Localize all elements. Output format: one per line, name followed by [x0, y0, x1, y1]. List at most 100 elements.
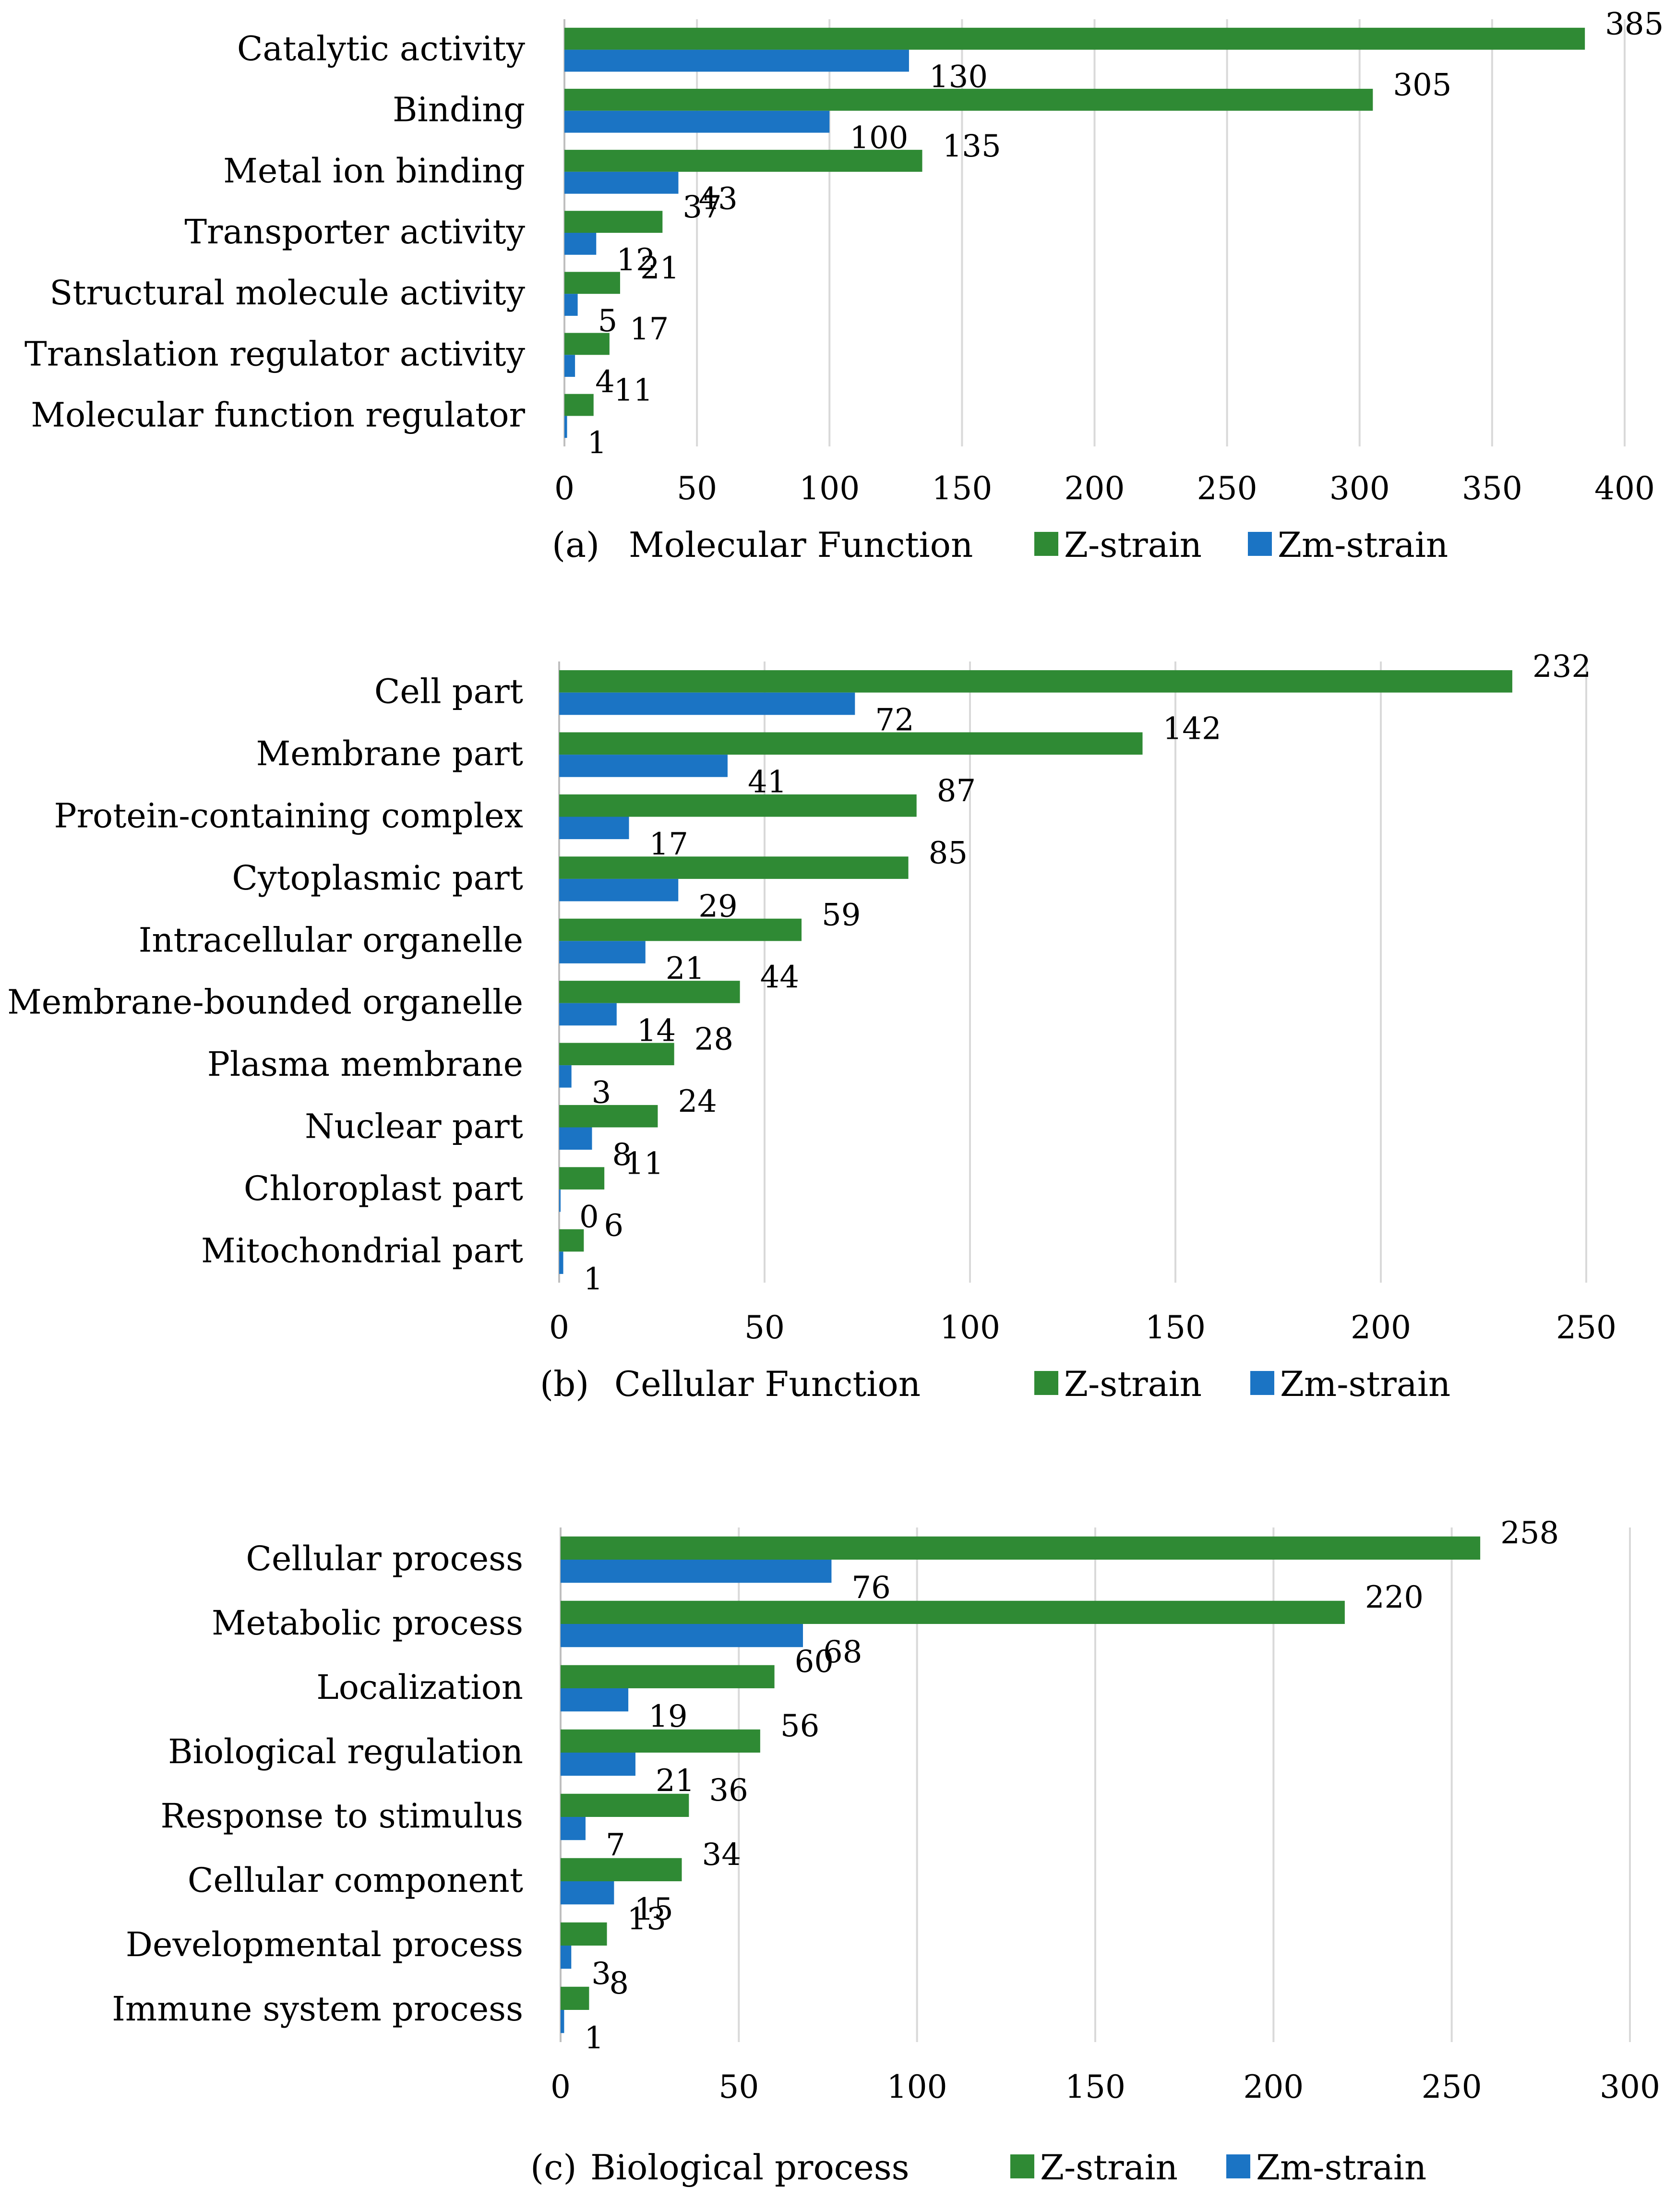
data-label-zm-strain-membrane-bounded-organelle: 14 — [637, 1013, 676, 1048]
data-label-zm-strain-translation-regulator-activity: 4 — [595, 364, 615, 400]
bar-zm-strain-catalytic-activity — [564, 49, 909, 72]
x-tick-label: 0 — [549, 1309, 569, 1346]
bar-zm-strain-chloroplast-part — [559, 1189, 561, 1212]
bar-zm-strain-developmental-process — [561, 1946, 572, 1969]
bar-zm-strain-translation-regulator-activity — [564, 355, 575, 377]
data-label-z-strain-developmental-process: 13 — [627, 1901, 666, 1937]
legend-swatch-z-strain — [1034, 532, 1058, 556]
data-label-z-strain-cell-part: 232 — [1532, 649, 1591, 685]
data-label-zm-strain-protein-containing-complex: 17 — [649, 827, 688, 862]
data-label-zm-strain-biological-regulation: 21 — [656, 1763, 694, 1799]
category-label-cellular-process: Cellular process — [246, 1539, 523, 1578]
bar-zm-strain-molecular-function-regulator — [564, 416, 567, 438]
category-label-cytoplasmic-part: Cytoplasmic part — [232, 858, 523, 898]
x-tick-label: 150 — [932, 470, 992, 507]
data-label-zm-strain-mitochondrial-part: 1 — [584, 1262, 603, 1297]
x-tick-label: 0 — [554, 470, 575, 507]
bar-zm-strain-binding — [564, 110, 830, 133]
data-label-z-strain-molecular-function-regulator: 11 — [614, 373, 653, 408]
bar-zm-strain-biological-regulation — [561, 1753, 635, 1776]
panel-cellular-function: 0 50 100 150 200 250 Cell part 232 72 Membrane pa… — [7, 649, 1616, 1404]
bar-zm-strain-response-to-stimulus — [561, 1817, 586, 1840]
category-label-plasma-membrane: Plasma membrane — [207, 1045, 523, 1084]
category-label-nuclear-part: Nuclear part — [305, 1107, 523, 1146]
data-label-z-strain-structural-molecule-activity: 21 — [640, 251, 679, 286]
bar-z-strain-structural-molecule-activity — [564, 272, 620, 294]
data-label-z-strain-binding: 305 — [1393, 68, 1451, 103]
data-label-z-strain-metabolic-process: 220 — [1365, 1580, 1424, 1615]
bar-z-strain-immune-system-process — [561, 1986, 589, 2010]
data-label-z-strain-intracellular-organelle: 59 — [822, 898, 861, 933]
category-label-catalytic-activity: Catalytic activity — [237, 29, 526, 69]
data-label-zm-strain-transporter-activity: 12 — [616, 242, 655, 278]
x-tick-label: 50 — [718, 2068, 759, 2105]
x-tick-label: 300 — [1600, 2068, 1660, 2105]
bar-z-strain-cytoplasmic-part — [559, 856, 909, 879]
bar-z-strain-metal-ion-binding — [564, 150, 922, 172]
bar-zm-strain-transporter-activity — [564, 233, 597, 255]
legend-label-zm-strain: Zm-strain — [1256, 2147, 1426, 2188]
x-tick-label: 150 — [1145, 1309, 1206, 1346]
data-label-z-strain-transporter-activity: 37 — [682, 190, 721, 225]
bar-z-strain-response-to-stimulus — [561, 1793, 689, 1817]
panel-label: (c) — [530, 2147, 577, 2188]
bar-z-strain-intracellular-organelle — [559, 918, 802, 941]
bar-z-strain-catalytic-activity — [564, 27, 1585, 50]
bar-z-strain-molecular-function-regulator — [564, 394, 594, 416]
bar-z-strain-translation-regulator-activity — [564, 333, 610, 355]
bar-z-strain-cellular-process — [561, 1536, 1481, 1560]
legend-swatch-z-strain — [1010, 2154, 1034, 2178]
data-label-zm-strain-plasma-membrane: 3 — [592, 1075, 611, 1111]
bar-zm-strain-nuclear-part — [559, 1127, 592, 1150]
legend-label-z-strain: Z-strain — [1064, 525, 1202, 565]
legend-label-zm-strain: Zm-strain — [1278, 525, 1448, 565]
legend-swatch-z-strain — [1034, 1371, 1058, 1395]
data-label-zm-strain-metal-ion-binding: 43 — [698, 181, 737, 217]
data-label-zm-strain-localization: 19 — [648, 1699, 687, 1734]
category-label-biological-regulation: Biological regulation — [168, 1732, 523, 1771]
category-label-cell-part: Cell part — [374, 672, 523, 711]
legend-swatch-zm-strain — [1248, 532, 1272, 556]
x-tick-label: 0 — [551, 2068, 571, 2105]
bar-z-strain-developmental-process — [561, 1922, 607, 1946]
bar-zm-strain-plasma-membrane — [559, 1065, 572, 1088]
data-label-z-strain-immune-system-process: 8 — [609, 1966, 629, 2001]
data-label-z-strain-cytoplasmic-part: 85 — [929, 835, 968, 871]
bar-z-strain-membrane-part — [559, 732, 1143, 755]
data-label-zm-strain-nuclear-part: 8 — [612, 1137, 632, 1173]
legend-label-zm-strain: Zm-strain — [1280, 1364, 1450, 1404]
category-label-mitochondrial-part: Mitochondrial part — [201, 1231, 523, 1270]
category-label-transporter-activity: Transporter activity — [184, 212, 525, 252]
data-label-z-strain-membrane-bounded-organelle: 44 — [760, 960, 799, 995]
x-tick-label: 400 — [1594, 470, 1655, 507]
bar-z-strain-metabolic-process — [561, 1600, 1345, 1624]
bar-z-strain-biological-regulation — [561, 1729, 760, 1753]
bar-zm-strain-metabolic-process — [561, 1624, 803, 1647]
bar-zm-strain-structural-molecule-activity — [564, 294, 578, 316]
category-label-developmental-process: Developmental process — [126, 1925, 523, 1964]
bar-z-strain-binding — [564, 88, 1373, 111]
data-label-zm-strain-intracellular-organelle: 21 — [666, 951, 705, 986]
bar-z-strain-transporter-activity — [564, 211, 663, 233]
x-tick-label: 100 — [799, 470, 860, 507]
x-tick-label: 350 — [1462, 470, 1522, 507]
legend-label-z-strain: Z-strain — [1064, 1364, 1202, 1404]
bar-zm-strain-cytoplasmic-part — [559, 878, 679, 902]
bar-z-strain-localization — [561, 1665, 775, 1688]
chart-title: Biological process — [590, 2147, 910, 2188]
bar-zm-strain-cellular-component — [561, 1881, 614, 1905]
bar-z-strain-cellular-component — [561, 1858, 682, 1881]
bar-zm-strain-metal-ion-binding — [564, 171, 679, 194]
data-label-zm-strain-chloroplast-part: 0 — [579, 1199, 599, 1235]
data-label-zm-strain-developmental-process: 3 — [591, 1956, 611, 1992]
bar-z-strain-cell-part — [559, 670, 1512, 693]
x-tick-label: 50 — [677, 470, 717, 507]
category-label-membrane-bounded-organelle: Membrane-bounded organelle — [7, 983, 523, 1022]
bar-z-strain-plasma-membrane — [559, 1043, 674, 1066]
x-tick-label: 300 — [1329, 470, 1390, 507]
chart-title: Cellular Function — [614, 1364, 921, 1404]
category-label-metabolic-process: Metabolic process — [212, 1603, 523, 1643]
category-label-structural-molecule-activity: Structural molecule activity — [49, 273, 525, 313]
x-tick-label: 250 — [1422, 2068, 1482, 2105]
x-tick-label: 200 — [1243, 2068, 1304, 2105]
